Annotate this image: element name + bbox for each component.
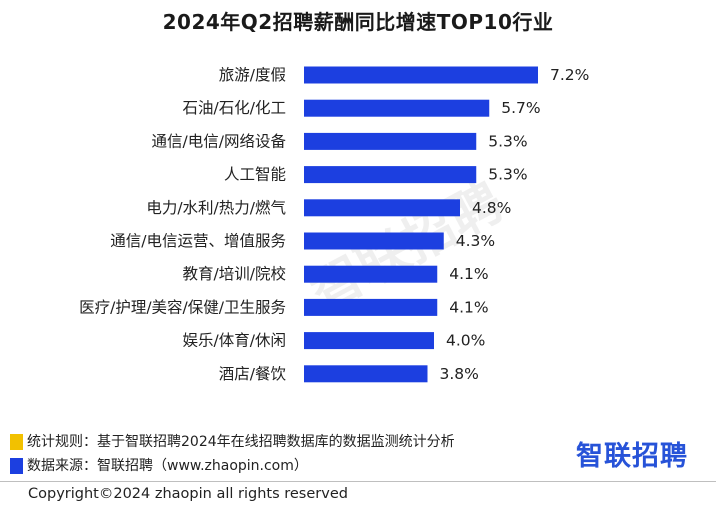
footer-divider — [0, 481, 716, 482]
category-label: 石油/石化/化工 — [183, 99, 286, 117]
value-label: 4.3% — [456, 232, 495, 250]
note-statistics-rule-text: 统计规则：基于智联招聘2024年在线招聘数据库的数据监测统计分析 — [27, 434, 455, 450]
category-label: 教育/培训/院校 — [183, 264, 286, 283]
value-label: 4.1% — [449, 298, 488, 316]
bar — [304, 332, 434, 350]
blue-marker-icon — [10, 458, 23, 474]
value-label: 4.8% — [472, 199, 511, 217]
value-label: 3.8% — [440, 365, 479, 383]
yellow-marker-icon — [10, 434, 23, 450]
category-label: 酒店/餐饮 — [219, 365, 287, 383]
category-label: 通信/电信/网络设备 — [152, 132, 287, 150]
bar — [304, 232, 444, 250]
category-label: 人工智能 — [224, 166, 286, 184]
bar — [304, 132, 477, 150]
bar — [304, 66, 538, 84]
note-data-source-text: 数据来源：智联招聘（www.zhaopin.com） — [27, 458, 308, 474]
value-label: 5.3% — [488, 132, 527, 150]
chart-title: 2024年Q2招聘薪酬同比增速TOP10行业 — [162, 10, 554, 34]
value-label: 4.0% — [446, 332, 485, 350]
note-statistics-rule: 统计规则：基于智联招聘2024年在线招聘数据库的数据监测统计分析 — [10, 430, 455, 454]
note-data-source: 数据来源：智联招聘（www.zhaopin.com） — [10, 454, 455, 478]
value-label: 7.2% — [550, 66, 589, 84]
value-label: 5.7% — [501, 99, 540, 117]
bar — [304, 99, 490, 117]
bar — [304, 365, 428, 383]
value-label: 4.1% — [449, 265, 488, 283]
category-label: 通信/电信运营、增值服务 — [110, 232, 286, 250]
zhaopin-logo: 智联招聘 — [576, 441, 688, 472]
chart-notes: 统计规则：基于智联招聘2024年在线招聘数据库的数据监测统计分析 数据来源：智联… — [10, 430, 455, 478]
copyright-text: Copyright©2024 zhaopin all rights reserv… — [28, 486, 348, 502]
bar — [304, 298, 438, 316]
bar — [304, 199, 460, 217]
category-label: 医疗/护理/美容/保健/卫生服务 — [79, 298, 286, 316]
bar — [304, 265, 438, 283]
bar — [304, 166, 477, 184]
value-label: 5.3% — [488, 166, 527, 184]
category-label: 娱乐/体育/休闲 — [183, 332, 286, 350]
bar-chart: 旅游/度假 7.2% 石油/石化/化工 5.7% 通信/电信/网络设备 5.3% 人工智能 5… — [79, 66, 589, 383]
category-label: 旅游/度假 — [219, 66, 286, 84]
category-label: 电力/水利/热力/燃气 — [146, 199, 286, 217]
